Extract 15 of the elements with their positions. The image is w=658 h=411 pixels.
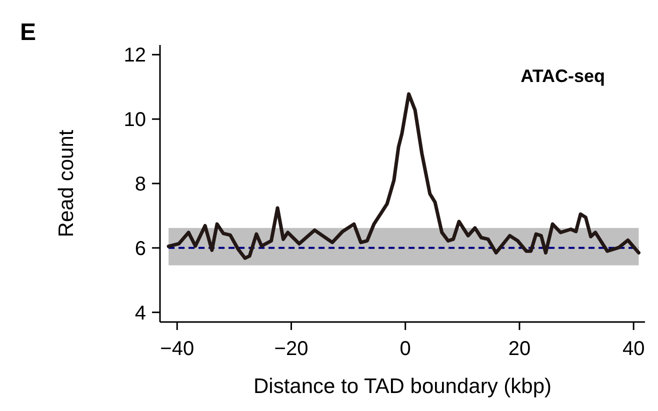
x-axis-title: Distance to TAD boundary (kbp) (253, 375, 552, 398)
x-tick-label: −40 (160, 338, 194, 360)
y-tick-label: 4 (134, 302, 146, 324)
text: E (20, 19, 36, 46)
y-tick-label: 6 (134, 238, 146, 260)
y-tick-label: 12 (124, 44, 146, 67)
y-tick-label: 10 (124, 109, 146, 132)
x-tick-label: 0 (400, 338, 411, 360)
line-series (166, 92, 640, 260)
x-tick-label: 40 (622, 338, 645, 360)
text: ATAC-seq (520, 66, 605, 86)
x-tick-label: 20 (508, 338, 531, 360)
y-axis-title: Read count (55, 130, 78, 238)
y-tick-label: 8 (134, 174, 146, 196)
x-tick-label: −20 (274, 338, 308, 360)
